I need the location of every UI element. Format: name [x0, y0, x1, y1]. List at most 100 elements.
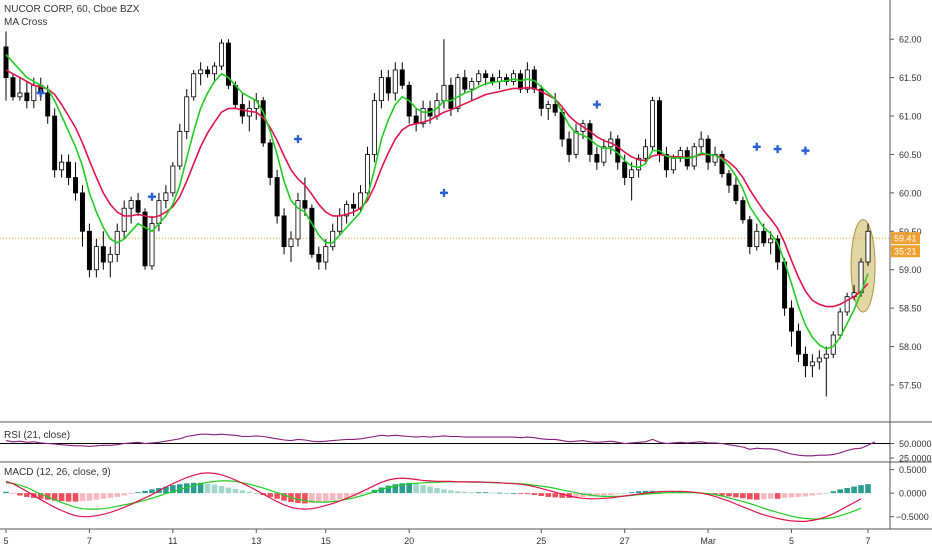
macd-histogram-bar [865, 484, 871, 494]
time-axis[interactable]: 57111315202527Mar5711 [3, 529, 932, 546]
macd-histogram-bar [79, 493, 86, 502]
macd-histogram-bar [601, 493, 607, 496]
macd-histogram-bar [614, 493, 621, 495]
cross-marker [147, 192, 156, 201]
candle-up [698, 138, 704, 148]
macd-histogram-bar [163, 486, 169, 494]
candle-up [31, 84, 37, 102]
price-tick-label: 61.50 [899, 73, 922, 83]
candle-up [837, 311, 843, 336]
ma-cross-label: MA Cross [4, 17, 48, 28]
candle-down [302, 200, 308, 209]
candle-up [295, 200, 301, 240]
macd-histogram-bar [232, 488, 239, 494]
macd-tick-label: 0.5000 [899, 465, 927, 475]
candle-down [802, 353, 808, 367]
candle-down [260, 100, 266, 144]
price-tick-label: 58.50 [899, 304, 922, 314]
macd-histogram-bar [267, 493, 273, 497]
macd-histogram-bar [559, 493, 565, 498]
candle-down [3, 46, 9, 79]
candle-down [351, 203, 357, 209]
candle-down [86, 230, 92, 271]
macd-histogram-bar [608, 493, 614, 496]
candle-down [205, 69, 211, 75]
macd-histogram-bar [170, 485, 176, 494]
macd-histogram-bar [830, 491, 837, 494]
candle-down [24, 92, 30, 102]
candle-down [274, 177, 280, 217]
candle-down [656, 100, 662, 155]
candle-down [490, 77, 496, 82]
time-tick-label: 7 [87, 536, 92, 546]
candle-up [455, 77, 461, 109]
macd-pane[interactable] [3, 472, 871, 523]
macd-tick-label: −0.5000 [896, 512, 929, 522]
pane-separators [0, 0, 932, 530]
macd-histogram-bar [93, 493, 100, 500]
candle-up [371, 100, 377, 155]
candle-up [198, 69, 204, 75]
cross-marker [773, 145, 782, 154]
candle-up [392, 69, 398, 94]
macd-histogram-bar [246, 491, 253, 494]
macd-histogram-bar [524, 493, 531, 495]
candle-up [476, 73, 482, 82]
macd-histogram-bar [218, 486, 225, 494]
candle-up [378, 77, 384, 102]
candle-down [385, 77, 391, 94]
macd-histogram-bar [851, 486, 857, 494]
macd-line [5, 472, 862, 523]
macd-histogram-bar [420, 485, 426, 494]
candle-down [538, 88, 544, 109]
macd-histogram-bar [468, 492, 475, 494]
macd-histogram-bar [823, 493, 830, 494]
candle-down [316, 253, 322, 263]
candle-up [59, 161, 65, 171]
macd-histogram-bar [809, 493, 816, 496]
price-pane[interactable] [0, 31, 932, 397]
macd-histogram-bar [322, 493, 329, 502]
rsi-pane[interactable] [0, 433, 890, 457]
candle-up [163, 192, 169, 201]
candle-up [823, 353, 829, 359]
time-tick-label: 27 [620, 536, 630, 546]
macd-histogram-bar [781, 493, 788, 498]
macd-histogram-bar [858, 485, 864, 494]
candle-down [740, 200, 746, 221]
candle-down [79, 192, 85, 232]
macd-histogram-bar [121, 493, 127, 496]
candle-up [636, 157, 642, 171]
candle-down [142, 211, 148, 267]
macd-histogram-bar [3, 491, 9, 494]
candle-down [622, 161, 628, 178]
macd-histogram-bar [343, 493, 350, 498]
macd-histogram-bar [302, 493, 308, 504]
candle-up [364, 154, 370, 194]
macd-histogram-bar [816, 493, 823, 495]
candle-down [663, 154, 669, 171]
candle-up [441, 84, 447, 102]
candle-down [66, 161, 72, 178]
candle-up [17, 92, 23, 98]
macd-histogram-bar [462, 491, 468, 494]
time-tick-label: 7 [865, 536, 870, 546]
macd-histogram-bar [455, 491, 461, 494]
macd-histogram-bar [399, 483, 406, 494]
macd-histogram-bar [545, 493, 552, 497]
candle-down [594, 154, 600, 163]
candle-up [212, 65, 218, 75]
macd-histogram-bar [642, 490, 649, 494]
macd-histogram-bar [135, 492, 141, 494]
price-axis[interactable]: 62.00 61.50 61.00 60.50 60.00 59.50 59.00 58.50… [890, 35, 932, 522]
candle-up [191, 73, 197, 98]
candle-up [128, 200, 134, 209]
macd-histogram-bar [72, 493, 79, 502]
last-price-badge [891, 232, 920, 245]
candle-down [733, 184, 739, 201]
macd-histogram-bar [413, 483, 419, 494]
candle-down [448, 84, 454, 109]
macd-histogram-bar [350, 493, 357, 497]
